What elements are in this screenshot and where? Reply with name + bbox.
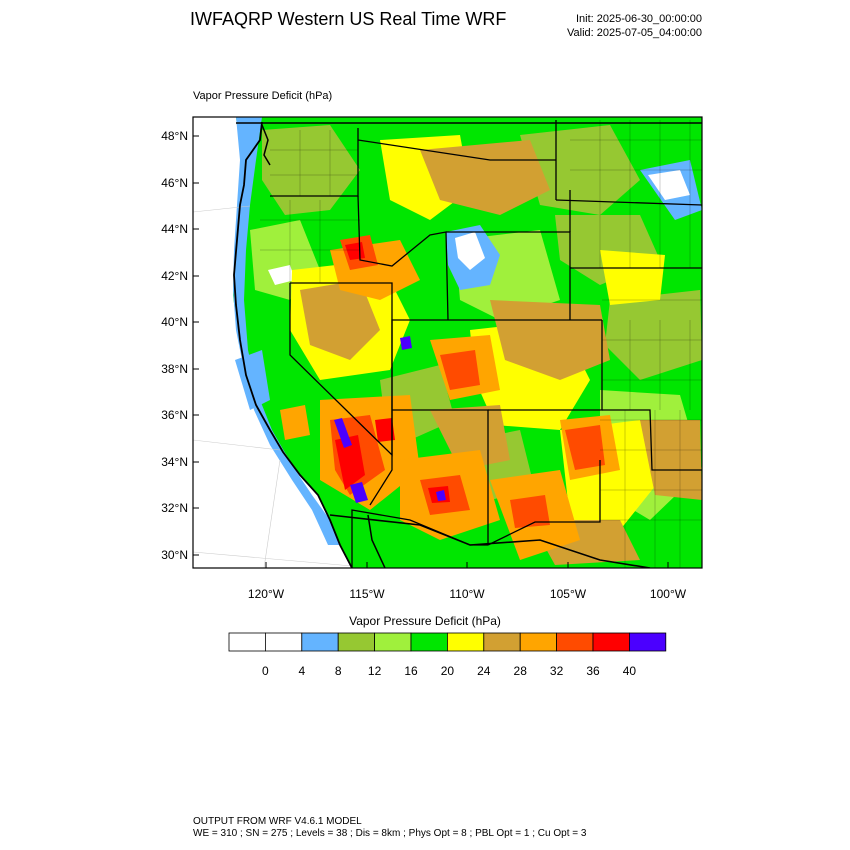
colorbar-tick-label: 8 <box>335 664 342 678</box>
lon-label: 105°W <box>550 587 587 601</box>
lon-label: 110°W <box>449 587 485 601</box>
colorbar-swatch <box>519 632 558 652</box>
lon-ticks <box>265 562 669 568</box>
graticule-lines <box>193 205 353 568</box>
vpd-20-24-patches <box>290 135 665 530</box>
lat-labels: 48°N 46°N 44°N 42°N 40°N 38°N 36°N 34°N … <box>161 129 188 562</box>
lon-label: 120°W <box>248 587 285 601</box>
lat-label: 38°N <box>161 362 188 376</box>
colorbar-tick-label: 12 <box>368 664 382 678</box>
puget-sound <box>261 124 271 166</box>
colorbar-tick-label: 24 <box>477 664 491 678</box>
lat-label: 40°N <box>161 315 188 329</box>
vpd-12-16-patches <box>250 220 702 520</box>
county-boundaries <box>260 120 702 568</box>
field-label: Vapor Pressure Deficit (hPa) <box>193 90 333 102</box>
vpd-8-12-patches <box>262 125 702 500</box>
lat-ticks <box>193 135 199 556</box>
lon-label: 100°W <box>650 587 687 601</box>
vpd-36-40-patches <box>335 242 450 503</box>
model-info-line1: OUTPUT FROM WRF V4.6.1 MODEL <box>193 816 362 827</box>
plot-title: IWFAQRP Western US Real Time WRF <box>190 9 507 29</box>
us-international-border <box>236 122 702 568</box>
colorbar-tick-label: 32 <box>550 664 564 678</box>
lat-label: 44°N <box>161 222 188 236</box>
lat-label: 42°N <box>161 269 188 283</box>
colorbar-swatch <box>446 632 485 652</box>
colorbar-swatch <box>301 632 339 652</box>
valid-time: Valid: 2025-07-05_04:00:00 <box>567 27 702 39</box>
colorbar-swatch <box>374 632 412 652</box>
colorbar-swatch <box>264 632 303 652</box>
lat-label: 36°N <box>161 408 188 422</box>
vpd-0-4-patches <box>268 170 690 285</box>
colorbar-tick-label: 16 <box>404 664 418 678</box>
lat-label: 48°N <box>161 129 188 143</box>
baja-coastline <box>367 514 386 568</box>
vpd-4-8-patches <box>235 160 702 410</box>
model-info-line2: WE = 310 ; SN = 275 ; Levels = 38 ; Dis … <box>193 828 587 839</box>
map-frame <box>192 116 703 569</box>
coastline <box>233 121 353 568</box>
colorbar-tick-label: 20 <box>441 664 455 678</box>
colorbar-tick-label: 0 <box>262 664 269 678</box>
colorbar-tick-label: 28 <box>514 664 528 678</box>
lat-label: 34°N <box>161 455 188 469</box>
vpd-40plus-patches <box>334 336 446 503</box>
state-boundaries <box>270 120 702 568</box>
vpd-map-body <box>193 117 702 568</box>
colorbar-tick-label: 36 <box>586 664 600 678</box>
colorbar <box>228 632 667 652</box>
colorbar-swatch <box>556 632 594 652</box>
lon-labels: 120°W 115°W 110°W 105°W 100°W <box>248 587 687 601</box>
vpd-28-32-patches <box>280 240 620 560</box>
colorbar-swatch <box>629 632 667 652</box>
init-time: Init: 2025-06-30_00:00:00 <box>576 13 702 25</box>
colorbar-tick-label: 4 <box>298 664 305 678</box>
lat-label: 46°N <box>161 176 188 190</box>
land-region <box>233 117 702 568</box>
colorbar-swatch <box>337 632 376 652</box>
colorbar-title: Vapor Pressure Deficit (hPa) <box>349 614 501 628</box>
vpd-24-28-patches <box>300 140 702 565</box>
coastal-band <box>233 117 340 545</box>
map-background <box>193 117 702 568</box>
colorbar-swatch <box>483 632 521 652</box>
colorbar-tick-label: 40 <box>623 664 637 678</box>
colorbar-swatch <box>592 632 630 652</box>
lon-label: 115°W <box>349 587 385 601</box>
vpd-32-36-patches <box>330 235 605 528</box>
colorbar-swatch <box>410 632 448 652</box>
lat-label: 32°N <box>161 501 188 515</box>
colorbar-swatch <box>228 632 266 652</box>
colorbar-tick-labels: 0 4 8 12 16 20 24 28 32 36 40 <box>262 664 636 678</box>
lat-label: 30°N <box>161 548 188 562</box>
